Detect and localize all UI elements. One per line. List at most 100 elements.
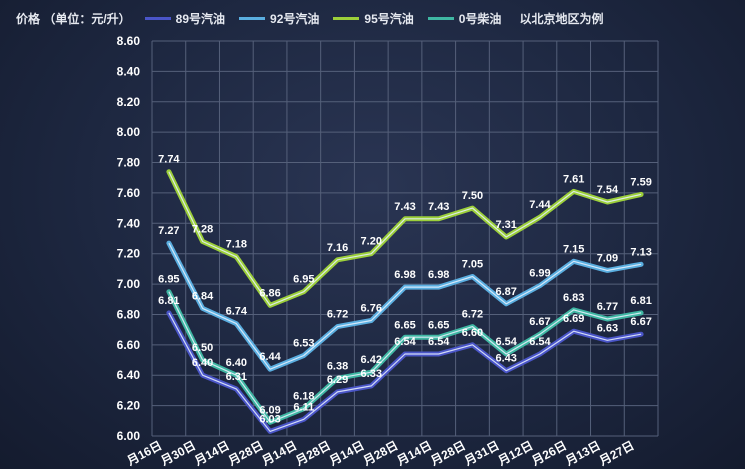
data-label: 6.29 xyxy=(327,374,348,386)
data-label: 6.53 xyxy=(293,337,314,349)
data-label: 6.44 xyxy=(259,351,281,363)
legend-item-diesel: 0号柴油 xyxy=(427,10,502,27)
data-label: 6.09 xyxy=(259,404,280,416)
data-label: 6.67 xyxy=(630,316,651,328)
data-label: 6.54 xyxy=(529,336,551,348)
data-label: 7.09 xyxy=(597,252,618,264)
data-label: 6.87 xyxy=(495,286,516,298)
legend-item-89: 89号汽油 xyxy=(144,10,226,27)
data-label: 6.50 xyxy=(192,342,213,354)
y-tick-label: 8.00 xyxy=(117,125,141,139)
y-tick-label: 6.40 xyxy=(117,368,141,382)
legend-item-92: 92号汽油 xyxy=(239,10,319,27)
data-label: 6.95 xyxy=(293,274,314,286)
x-tick-label: 月28日 xyxy=(225,438,265,468)
x-tick-label: 月12日 xyxy=(495,438,535,468)
data-label: 7.74 xyxy=(158,154,180,166)
y-tick-label: 8.60 xyxy=(117,34,141,48)
x-tick-label: 月26日 xyxy=(529,438,569,468)
data-label: 6.11 xyxy=(293,401,314,413)
y-tick-label: 7.80 xyxy=(117,156,141,170)
data-label: 7.43 xyxy=(394,201,415,213)
x-tick-label: 月31日 xyxy=(461,438,501,468)
x-tick-label: 月28日 xyxy=(427,438,467,468)
y-tick-label: 6.60 xyxy=(117,338,141,352)
data-label: 6.99 xyxy=(529,268,550,280)
data-label: 6.31 xyxy=(226,371,247,383)
data-label: 6.67 xyxy=(529,316,550,328)
data-label: 6.54 xyxy=(495,336,517,348)
data-label: 6.81 xyxy=(630,295,651,307)
data-label: 7.18 xyxy=(226,239,247,251)
data-label: 6.69 xyxy=(563,313,584,325)
data-label: 7.44 xyxy=(529,199,551,211)
data-label: 6.18 xyxy=(293,391,314,403)
y-tick-label: 7.00 xyxy=(117,277,141,291)
x-tick-label: 月27日 xyxy=(596,438,636,468)
data-label: 7.59 xyxy=(630,176,651,188)
y-tick-label: 6.00 xyxy=(117,429,141,443)
data-label: 6.54 xyxy=(394,336,416,348)
data-label: 6.43 xyxy=(495,353,516,365)
y-tick-label: 8.20 xyxy=(117,95,141,109)
legend-label-95: 95号汽油 xyxy=(364,11,414,26)
data-label: 6.54 xyxy=(428,336,450,348)
y-tick-label: 6.80 xyxy=(117,307,141,321)
x-tick-label: 月28日 xyxy=(292,438,332,468)
y-tick-label: 7.20 xyxy=(117,247,141,261)
data-label: 6.95 xyxy=(158,274,179,286)
data-label: 7.50 xyxy=(462,190,483,202)
data-label: 6.86 xyxy=(259,287,280,299)
legend-swatch-89 xyxy=(144,16,171,20)
data-label: 7.27 xyxy=(158,225,179,237)
data-label: 7.31 xyxy=(495,219,516,231)
legend-label-92: 92号汽油 xyxy=(270,11,320,26)
series-line-diesel-highlight xyxy=(168,291,642,423)
legend-label-diesel: 0号柴油 xyxy=(458,11,502,26)
data-label: 6.03 xyxy=(259,413,280,425)
data-label: 6.81 xyxy=(158,295,179,307)
data-label: 6.98 xyxy=(428,269,449,281)
legend-item-95: 95号汽油 xyxy=(333,10,414,27)
data-label: 7.15 xyxy=(563,243,584,255)
data-label: 7.20 xyxy=(361,236,382,248)
data-label: 6.33 xyxy=(361,368,382,380)
y-tick-label: 7.40 xyxy=(117,216,141,230)
data-label: 6.65 xyxy=(428,319,449,331)
legend-label-89: 89号汽油 xyxy=(175,11,226,26)
data-label: 6.74 xyxy=(226,306,248,318)
data-label: 7.28 xyxy=(192,224,213,236)
data-label: 6.38 xyxy=(327,360,348,372)
series-line-95-highlight xyxy=(168,171,642,306)
data-label: 7.61 xyxy=(563,173,584,185)
y-tick-label: 8.40 xyxy=(117,64,141,78)
series-line-89-highlight xyxy=(168,312,642,432)
data-label: 6.77 xyxy=(597,301,618,313)
data-label: 6.40 xyxy=(226,357,247,369)
legend-swatch-95 xyxy=(333,16,360,20)
data-label: 6.60 xyxy=(462,327,483,339)
y-tick-label: 7.60 xyxy=(117,186,141,200)
data-label: 7.54 xyxy=(597,184,619,196)
x-tick-label: 月30日 xyxy=(158,438,198,468)
x-tick-label: 月14日 xyxy=(259,438,299,468)
data-label: 7.05 xyxy=(462,258,483,270)
series-line-92-highlight xyxy=(168,242,642,370)
data-label: 6.63 xyxy=(597,322,618,334)
x-tick-label: 月28日 xyxy=(360,438,400,468)
region-note: 以北京地区为例 xyxy=(519,11,604,26)
y-tick-label: 6.20 xyxy=(117,399,141,413)
data-label: 7.13 xyxy=(630,246,651,258)
legend-swatch-diesel xyxy=(427,16,454,20)
data-label: 7.43 xyxy=(428,201,449,213)
data-label: 6.98 xyxy=(394,269,415,281)
data-label: 6.76 xyxy=(361,303,382,315)
data-label: 6.65 xyxy=(394,319,415,331)
data-label: 6.83 xyxy=(563,292,584,304)
x-tick-label: 月13日 xyxy=(562,438,602,468)
chart-header: 价格 （单位：元/升） 89号汽油 92号汽油 95号汽油 0号柴油 以北京地区… xyxy=(16,9,603,27)
data-label: 7.16 xyxy=(327,242,348,254)
x-tick-label: 月14日 xyxy=(191,438,231,468)
data-label: 6.72 xyxy=(462,309,483,321)
